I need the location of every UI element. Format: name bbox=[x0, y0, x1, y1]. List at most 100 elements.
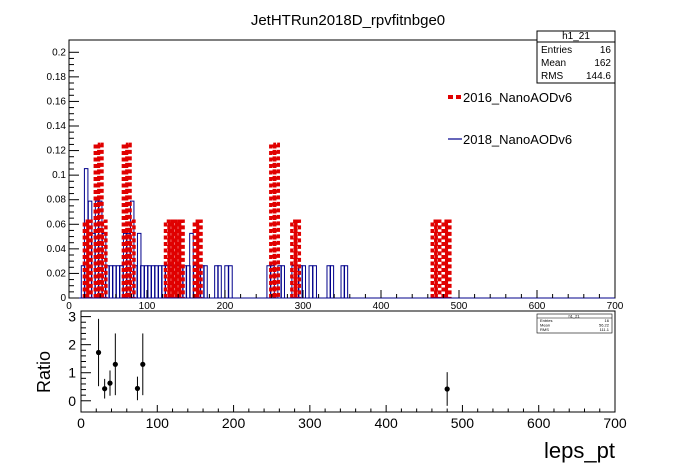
bottom-y-tick-label: 3 bbox=[68, 309, 76, 325]
ratio-marker bbox=[112, 361, 118, 367]
top-plot-frame bbox=[68, 39, 616, 299]
stats-box-bottom: h1_21 Entries 16 Mean 56.22 RMS 111.1 bbox=[536, 314, 613, 334]
legend: 2016_NanoAODv6 2018_NanoAODv6 bbox=[448, 90, 572, 147]
hist-2018-bin bbox=[203, 265, 208, 298]
bottom-x-tick-label: 400 bbox=[374, 415, 398, 431]
x-axis-label: leps_pt bbox=[544, 438, 615, 463]
stats-box-title: h1_21 bbox=[562, 31, 590, 42]
hist-2016-bin bbox=[195, 219, 203, 298]
top-y-tick-label: 0.02 bbox=[47, 268, 67, 279]
hist-2016-bin bbox=[290, 219, 298, 298]
stats-rms-label: RMS bbox=[541, 71, 564, 82]
hist-2016-bin bbox=[430, 219, 438, 298]
stats-mean-label: Mean bbox=[541, 58, 566, 69]
hist-2016-bin bbox=[82, 219, 90, 298]
top-x-tick-label: 100 bbox=[139, 301, 156, 312]
ratio-marker bbox=[107, 380, 113, 386]
ratio-point bbox=[134, 376, 141, 401]
hist-2016-bin bbox=[294, 219, 302, 298]
top-x-tick-label: 200 bbox=[217, 301, 234, 312]
top-y-tick-label: 0 bbox=[60, 293, 66, 304]
bottom-y-tick-label: 2 bbox=[68, 337, 76, 353]
stats-bottom-rms-label: RMS bbox=[540, 327, 549, 332]
top-y-tick-label: 0.04 bbox=[47, 244, 67, 255]
ratio-point bbox=[102, 378, 108, 399]
top-y-tick-label: 0.06 bbox=[47, 219, 67, 230]
hist-2018-bin bbox=[308, 265, 314, 298]
hist-2016-bin bbox=[177, 219, 185, 298]
bottom-panel: 0 100 200 300 400 500 600 700 0 1 2 3 bbox=[68, 309, 627, 431]
hist-2018-series bbox=[80, 168, 349, 298]
stats-entries-value: 16 bbox=[600, 45, 612, 56]
hist-2016-bin bbox=[170, 219, 178, 298]
hist-2016-bin bbox=[85, 219, 93, 298]
bottom-x-tick-label: 200 bbox=[222, 415, 246, 431]
hist-2016-bin bbox=[174, 219, 182, 298]
top-x-tick-label: 500 bbox=[451, 301, 468, 312]
hist-2018-bin bbox=[301, 265, 307, 298]
hist-2018-bin bbox=[280, 265, 285, 298]
top-x-tick-label: 0 bbox=[66, 301, 72, 312]
ratio-point bbox=[95, 318, 102, 387]
top-y-tick-label: 0.16 bbox=[47, 96, 67, 107]
stats-bottom-title: h1_21 bbox=[568, 314, 580, 319]
ratio-marker bbox=[140, 361, 146, 367]
top-y-tick-label: 0.18 bbox=[47, 72, 67, 83]
bottom-x-tick-label: 600 bbox=[527, 415, 551, 431]
hist-2018-bin bbox=[343, 265, 349, 298]
stats-entries-label: Entries bbox=[541, 45, 572, 56]
top-y-tick-label: 0.1 bbox=[52, 170, 66, 181]
top-y-tick-label: 0.2 bbox=[52, 47, 66, 58]
hist-2018-bin bbox=[228, 265, 233, 298]
hist-2018-bin bbox=[329, 265, 335, 298]
ratio-point bbox=[444, 372, 450, 406]
top-y-tick-label: 0.08 bbox=[47, 195, 67, 206]
ratio-marker bbox=[102, 386, 108, 392]
hist-2016-series bbox=[82, 142, 452, 298]
top-y-tick-label: 0.12 bbox=[47, 146, 67, 157]
hist-2016-bin bbox=[192, 219, 200, 298]
bottom-y-tick-label: 1 bbox=[68, 365, 76, 381]
ratio-marker bbox=[134, 385, 141, 392]
hist-2018-bin bbox=[312, 265, 317, 298]
top-x-tick-label: 400 bbox=[373, 301, 390, 312]
hist-2016-bin bbox=[128, 219, 136, 298]
stats-bottom-mean-label: Mean bbox=[540, 323, 550, 328]
hist-2016-bin bbox=[441, 219, 449, 298]
bottom-x-tick-label: 300 bbox=[298, 415, 322, 431]
stats-bottom-rms-value: 111.1 bbox=[600, 327, 610, 332]
legend-label-2016: 2016_NanoAODv6 bbox=[463, 90, 572, 105]
y-axis-label: Ratio bbox=[34, 351, 54, 393]
bottom-x-tick-label: 700 bbox=[603, 415, 627, 431]
hist-2016-bin bbox=[434, 219, 442, 298]
ratio-point bbox=[112, 333, 118, 396]
bottom-x-tick-label: 100 bbox=[146, 415, 170, 431]
chart-title: JetHTRun2018D_rpvfitnbge0 bbox=[251, 12, 445, 29]
top-x-tick-label: 700 bbox=[607, 301, 624, 312]
hist-2018-bin bbox=[217, 265, 222, 298]
ratio-point bbox=[140, 333, 146, 396]
hist-2016-bin bbox=[444, 219, 452, 298]
legend-label-2018: 2018_NanoAODv6 bbox=[463, 132, 572, 147]
hist-2016-bin bbox=[100, 219, 108, 298]
stats-rms-value: 144.6 bbox=[586, 71, 611, 82]
hist-2016-bin bbox=[272, 142, 280, 298]
stats-bottom-entries-label: Entries bbox=[540, 318, 552, 323]
hist-2016-bin bbox=[167, 219, 175, 298]
hist-2016-bin bbox=[163, 219, 171, 298]
bottom-x-tick-label: 0 bbox=[77, 415, 85, 431]
stats-bottom-mean-value: 56.22 bbox=[599, 323, 610, 328]
bottom-x-tick-label: 500 bbox=[451, 415, 475, 431]
top-panel: 0 100 200 300 400 500 600 700 0 0.02 0.04 0.06 0.08 0… bbox=[47, 39, 624, 312]
bottom-y-tick-label: 0 bbox=[68, 393, 76, 409]
ratio-marker bbox=[95, 349, 102, 356]
stats-box-top: h1_21 Entries 16 Mean 162 RMS 144.6 bbox=[536, 30, 616, 84]
top-x-tick-label: 300 bbox=[295, 301, 312, 312]
ratio-marker bbox=[444, 386, 450, 392]
ratio-point bbox=[107, 370, 113, 396]
stats-bottom-entries-value: 16 bbox=[605, 318, 610, 323]
stats-mean-value: 162 bbox=[594, 58, 611, 69]
bottom-plot-frame bbox=[80, 310, 616, 413]
top-x-tick-label: 600 bbox=[529, 301, 546, 312]
